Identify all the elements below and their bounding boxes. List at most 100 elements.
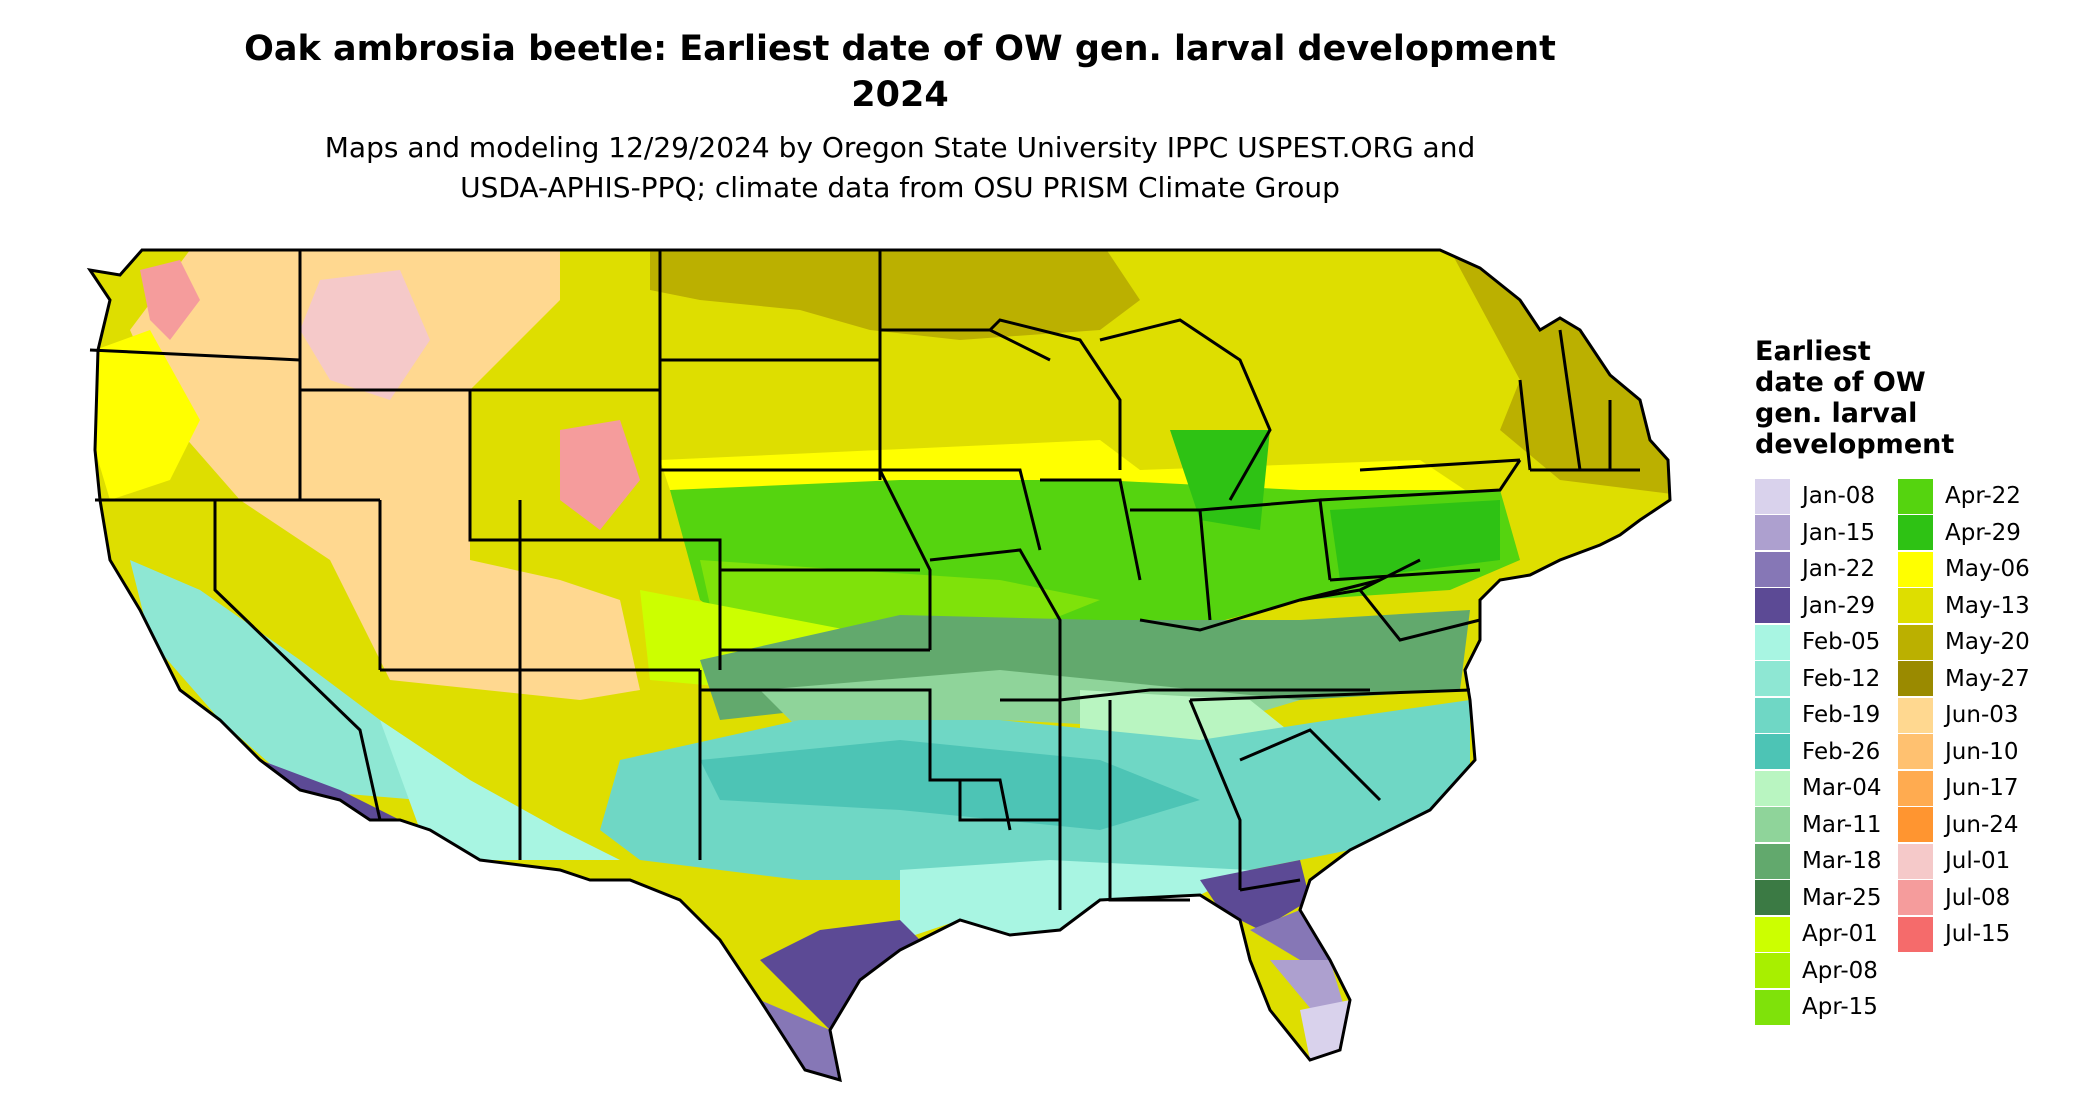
boundary-ok-tx bbox=[700, 688, 1012, 831]
map-title-line2: 2024 bbox=[851, 75, 949, 115]
legend-title: Earliest date of OW gen. larval developm… bbox=[1755, 336, 2085, 460]
legend-title-line3: gen. larval bbox=[1755, 398, 1918, 429]
zone-rocky-mountains bbox=[130, 250, 640, 700]
legend-label: May-13 bbox=[1945, 592, 2030, 619]
legend-swatch bbox=[1755, 989, 1790, 1025]
legend-item: Apr-01 bbox=[1755, 916, 1898, 953]
legend-columns: Jan-08 Jan-15 Jan-22 Jan-29 Feb-05 Feb-12 Feb-… bbox=[1755, 478, 2085, 1026]
legend-swatch bbox=[1755, 770, 1790, 806]
color-zones bbox=[90, 250, 1670, 1080]
legend-swatch bbox=[1755, 697, 1790, 733]
legend-column-1: Jan-08 Jan-15 Jan-22 Jan-29 Feb-05 Feb-12 Feb-… bbox=[1755, 478, 1898, 1026]
legend-label: May-27 bbox=[1945, 665, 2030, 692]
legend-label: Jun-10 bbox=[1945, 738, 2019, 765]
legend-swatch bbox=[1898, 734, 1933, 770]
legend-label: Apr-08 bbox=[1802, 957, 1878, 984]
legend-swatch bbox=[1755, 624, 1790, 660]
legend-swatch bbox=[1898, 916, 1933, 952]
legend-swatch bbox=[1898, 880, 1933, 916]
legend-item: Mar-04 bbox=[1755, 770, 1898, 807]
legend-label: Jan-15 bbox=[1802, 519, 1876, 546]
legend-swatch bbox=[1755, 734, 1790, 770]
legend-item: Jan-29 bbox=[1755, 588, 1898, 625]
legend-swatch bbox=[1755, 807, 1790, 843]
legend-item: Jul-01 bbox=[1898, 843, 2041, 880]
legend-swatch bbox=[1898, 515, 1933, 551]
legend-label: Feb-12 bbox=[1802, 665, 1881, 692]
legend-column-2: Apr-22 Apr-29 May-06 May-13 May-20 May-27 Jun-… bbox=[1898, 478, 2041, 1026]
zone-southwest-teal bbox=[130, 560, 420, 800]
boundary-pa-ny bbox=[1319, 458, 1522, 582]
legend-item: Jun-17 bbox=[1898, 770, 2041, 807]
zone-west-coast bbox=[95, 330, 200, 500]
boundary-dakotas bbox=[658, 250, 882, 480]
zone-florida-mid bbox=[1250, 910, 1330, 960]
zone-mountain-peaks-2 bbox=[560, 420, 640, 530]
legend-item: Apr-15 bbox=[1755, 989, 1898, 1026]
legend-label: Feb-19 bbox=[1802, 702, 1881, 729]
legend-item: Jul-08 bbox=[1898, 880, 2041, 917]
legend-label: Jun-24 bbox=[1945, 811, 2019, 838]
zone-gulf-pale bbox=[900, 860, 1250, 940]
legend-item: May-06 bbox=[1898, 551, 2041, 588]
legend-label: Mar-25 bbox=[1802, 884, 1882, 911]
zone-gulf-coast bbox=[760, 920, 930, 1030]
legend-item: May-20 bbox=[1898, 624, 2041, 661]
legend-swatch bbox=[1898, 661, 1933, 697]
legend-label: Jan-29 bbox=[1802, 592, 1876, 619]
legend-label: Jan-22 bbox=[1802, 556, 1876, 583]
legend-label: Feb-26 bbox=[1802, 738, 1881, 765]
boundary-wa-or bbox=[89, 348, 301, 362]
legend-item: Jun-24 bbox=[1898, 807, 2041, 844]
boundary-va-wv bbox=[1299, 558, 1481, 642]
boundary-nm-east bbox=[518, 670, 702, 860]
legend-item: May-27 bbox=[1898, 661, 2041, 698]
legend-item: Jan-08 bbox=[1755, 478, 1898, 515]
legend-item: Jun-03 bbox=[1898, 697, 2041, 734]
legend-label: May-20 bbox=[1945, 629, 2030, 656]
legend-item: Mar-25 bbox=[1755, 880, 1898, 917]
legend-swatch bbox=[1898, 770, 1933, 806]
legend-item: Apr-22 bbox=[1898, 478, 2041, 515]
boundary-ca-nv bbox=[213, 500, 382, 821]
legend-swatch bbox=[1898, 624, 1933, 660]
legend-label: May-06 bbox=[1945, 556, 2030, 583]
legend-label: Jun-03 bbox=[1945, 702, 2019, 729]
legend-label: Apr-15 bbox=[1802, 994, 1878, 1021]
legend-swatch bbox=[1755, 843, 1790, 879]
legend-label: Mar-11 bbox=[1802, 811, 1882, 838]
legend-swatch bbox=[1755, 661, 1790, 697]
legend-title-line2: date of OW bbox=[1755, 367, 1926, 398]
legend-label: Mar-04 bbox=[1802, 775, 1882, 802]
state-boundaries bbox=[88, 248, 1672, 1082]
zone-mountain-peaks bbox=[300, 270, 430, 400]
legend-label: Apr-29 bbox=[1945, 519, 2021, 546]
map-subtitle: Maps and modeling 12/29/2024 by Oregon S… bbox=[0, 128, 1800, 208]
boundary-ky-tn bbox=[1059, 578, 1381, 702]
legend-label: Jul-15 bbox=[1945, 921, 2011, 948]
legend-label: Jun-17 bbox=[1945, 775, 2019, 802]
legend-swatch bbox=[1898, 807, 1933, 843]
boundary-new-england bbox=[1518, 329, 1640, 472]
legend-swatch bbox=[1898, 588, 1933, 624]
legend-item: Jan-22 bbox=[1755, 551, 1898, 588]
legend-swatch bbox=[1898, 697, 1933, 733]
legend: Earliest date of OW gen. larval developm… bbox=[1755, 336, 2085, 1026]
legend-label: Apr-22 bbox=[1945, 483, 2021, 510]
legend-item: Jul-15 bbox=[1898, 916, 2041, 953]
legend-item: May-13 bbox=[1898, 588, 2041, 625]
legend-label: Jan-08 bbox=[1802, 483, 1876, 510]
legend-item: Feb-19 bbox=[1755, 697, 1898, 734]
legend-item: Jan-15 bbox=[1755, 515, 1898, 552]
legend-label: Apr-01 bbox=[1802, 921, 1878, 948]
legend-label: Feb-05 bbox=[1802, 629, 1881, 656]
legend-label: Mar-18 bbox=[1802, 848, 1882, 875]
legend-item: Apr-29 bbox=[1898, 515, 2041, 552]
boundary-ms-al-ga bbox=[1058, 699, 1301, 910]
legend-title-line4: development bbox=[1755, 429, 1955, 460]
zone-florida-tip bbox=[1300, 1000, 1350, 1060]
map-subtitle-line1: Maps and modeling 12/29/2024 by Oregon S… bbox=[324, 131, 1476, 164]
legend-swatch bbox=[1755, 478, 1790, 514]
map-title-line1: Oak ambrosia beetle: Earliest date of OW… bbox=[244, 29, 1556, 69]
legend-swatch bbox=[1755, 588, 1790, 624]
